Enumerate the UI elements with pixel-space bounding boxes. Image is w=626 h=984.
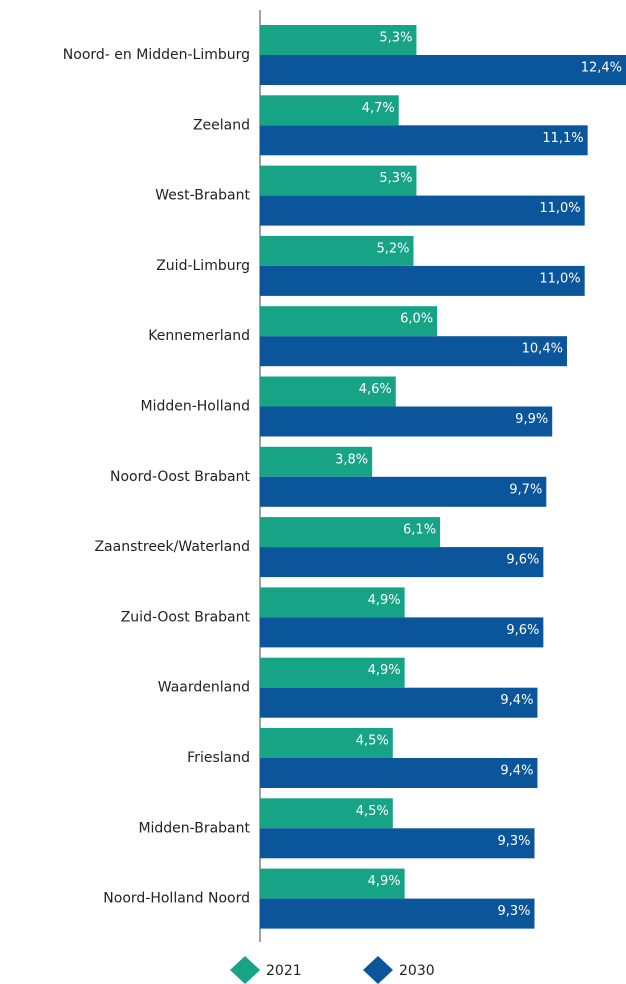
- value-label: 9,3%: [497, 904, 530, 919]
- bar: [260, 517, 441, 548]
- value-label: 9,4%: [500, 693, 533, 708]
- category-label: Midden-Holland: [141, 399, 251, 415]
- value-label: 9,9%: [515, 412, 548, 427]
- value-label: 9,3%: [497, 834, 530, 849]
- value-label: 4,9%: [368, 663, 401, 678]
- bar: [260, 265, 585, 296]
- legend-marker: [230, 956, 260, 984]
- bar: [260, 165, 417, 196]
- bar: [260, 406, 553, 437]
- bar: [260, 235, 414, 266]
- category-label: Friesland: [187, 750, 250, 766]
- bar: [260, 617, 544, 648]
- value-label: 5,2%: [376, 241, 409, 256]
- value-label: 4,5%: [356, 734, 389, 749]
- bar: [260, 898, 535, 929]
- value-label: 4,9%: [368, 874, 401, 889]
- bar: [260, 95, 399, 126]
- value-label: 11,1%: [542, 131, 583, 146]
- value-label: 10,4%: [522, 342, 563, 357]
- category-label: Zaanstreek/Waterland: [94, 539, 250, 555]
- bar: [260, 306, 438, 337]
- bar: [260, 376, 396, 407]
- legend-marker: [363, 956, 393, 984]
- bar: [260, 547, 544, 578]
- value-label: 9,7%: [509, 482, 542, 497]
- value-label: 6,1%: [403, 523, 436, 538]
- bar: [260, 336, 567, 367]
- bar: [260, 125, 588, 156]
- category-label: Zuid-Limburg: [156, 258, 250, 274]
- bar: [260, 728, 393, 758]
- category-label: Noord-Holland Noord: [103, 891, 250, 907]
- category-label: Kennemerland: [148, 328, 250, 344]
- category-label: Noord- en Midden-Limburg: [63, 47, 250, 63]
- category-label: West-Brabant: [155, 188, 250, 204]
- category-label: Noord-Oost Brabant: [110, 469, 251, 485]
- value-label: 11,0%: [539, 201, 580, 216]
- bar: [260, 798, 393, 829]
- category-label: Midden-Brabant: [138, 820, 250, 836]
- bar: [260, 828, 535, 859]
- value-label: 9,4%: [500, 764, 533, 779]
- category-label: Waardenland: [158, 680, 250, 696]
- value-label: 12,4%: [581, 61, 622, 76]
- bar: [260, 446, 373, 477]
- bar: [260, 476, 547, 507]
- bar: [260, 587, 405, 618]
- bar: [260, 868, 405, 899]
- bar: [260, 55, 626, 85]
- value-label: 4,9%: [368, 593, 401, 608]
- value-label: 3,8%: [335, 452, 368, 467]
- bar: [260, 25, 417, 55]
- value-label: 5,3%: [379, 171, 412, 186]
- value-label: 6,0%: [400, 312, 433, 327]
- bar: [260, 657, 405, 688]
- value-label: 4,7%: [362, 101, 395, 116]
- value-label: 9,6%: [506, 553, 539, 568]
- legend-label: 2021: [266, 963, 302, 979]
- bar: [260, 687, 538, 718]
- bar: [260, 195, 585, 226]
- value-label: 11,0%: [539, 271, 580, 286]
- bar: [260, 758, 538, 788]
- legend-label: 2030: [399, 963, 435, 979]
- value-label: 4,6%: [359, 382, 392, 397]
- value-label: 9,6%: [506, 623, 539, 638]
- value-label: 5,3%: [379, 31, 412, 46]
- value-label: 4,5%: [356, 804, 389, 819]
- category-label: Zuid-Oost Brabant: [121, 609, 251, 625]
- category-label: Zeeland: [193, 117, 250, 133]
